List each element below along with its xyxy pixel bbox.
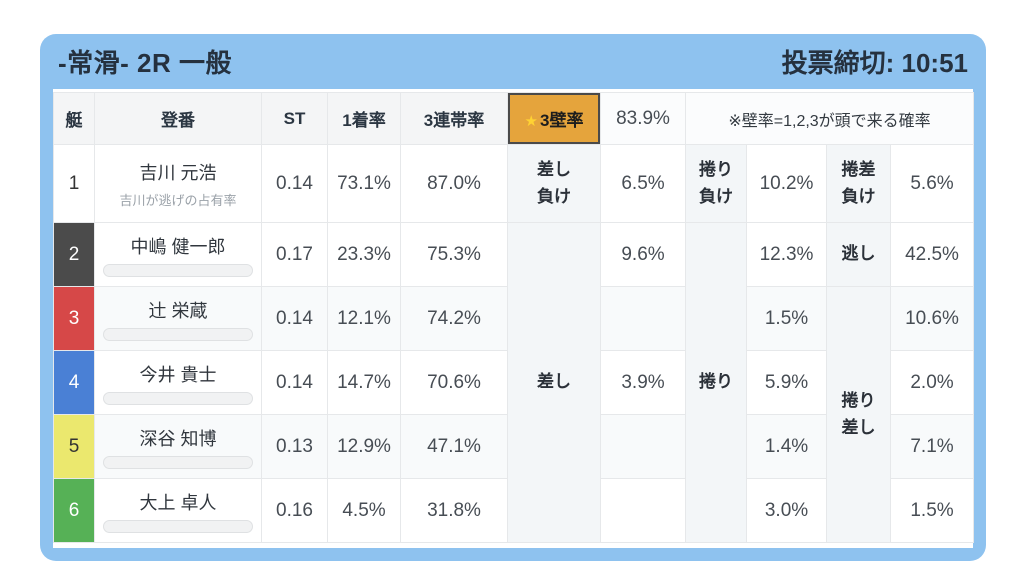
kimarite-value-b: 12.3%: [746, 222, 827, 287]
racer-row: 3 辻 栄蔵 0.14 12.1% 74.2% 1.5% 捲り 差し: [53, 286, 975, 543]
wall-rate-note: ※壁率=1,2,3が頭で来る確率: [684, 92, 975, 145]
st-cell: 0.14: [261, 286, 328, 351]
racer-name: 辻 栄蔵: [148, 300, 208, 321]
race-table: 艇 登番 ST 1着率 3連帯率 ★ 3壁率 83.9% ※壁率=1,2,3が頭で…: [53, 92, 975, 543]
st-cell: 0.14: [261, 144, 328, 223]
st-cell: 0.13: [261, 414, 328, 479]
racer-name: 深谷 知博: [139, 428, 217, 449]
kimarite-value-c: 1.5%: [889, 478, 975, 543]
racer-row: 6 大上 卓人 0.16 4.5% 31.8% 3.0% 1.5%: [53, 478, 975, 543]
boat-number-cell: 4: [53, 350, 95, 415]
kimarite-value-c: 5.6%: [889, 144, 975, 223]
top3-cell: 47.1%: [400, 414, 508, 479]
racer-row: 2 中嶋 健一郎 0.17 23.3% 75.3% 差し 9.6% 捲り: [53, 222, 975, 543]
col-header-st: ST: [261, 92, 328, 145]
racer-name-cell: 大上 卓人: [94, 478, 262, 543]
rate-bar-track: [103, 263, 253, 277]
kimarite-value-a: [600, 286, 686, 351]
col-header-win1: 1着率: [327, 92, 401, 145]
kimarite-value-b: 10.2%: [746, 144, 827, 223]
st-cell: 0.16: [261, 478, 328, 543]
wall-rate-button[interactable]: ★ 3壁率: [507, 92, 601, 145]
kimarite-value-a: [600, 414, 686, 479]
kimarite-value-c: 2.0%: [889, 350, 975, 415]
racer-row: 1 吉川 元浩 吉川が逃げの占有率 0.14 73.1% 87.0% 差し 負け…: [53, 144, 975, 223]
vote-deadline: 投票締切: 10:51: [781, 48, 968, 78]
rate-bar-track: [103, 391, 253, 405]
col-header-boat: 艇: [53, 92, 95, 145]
rate-bar-track: [103, 519, 253, 533]
racer-name: 今井 貴士: [139, 364, 217, 385]
kimarite-value-c: 10.6%: [889, 286, 975, 351]
racer-row: 5 深谷 知博 0.13 12.9% 47.1% 1.4% 7.1%: [53, 414, 975, 479]
top3-cell: 75.3%: [400, 222, 508, 287]
racer-name: 大上 卓人: [139, 492, 217, 513]
win1-cell: 23.3%: [327, 222, 401, 287]
kimarite-label-b-merged: 捲り: [685, 222, 747, 543]
wall-rate-label: 3壁率: [539, 111, 584, 130]
racer-row: 4 今井 貴士 0.14 14.7% 70.6% 3.9% 5.9% 2.0%: [53, 350, 975, 415]
win1-cell: 73.1%: [327, 144, 401, 223]
star-icon: ★: [524, 113, 538, 130]
win1-cell: 14.7%: [327, 350, 401, 415]
st-cell: 0.17: [261, 222, 328, 287]
col-header-top3: 3連帯率: [400, 92, 508, 145]
kimarite-value-b: 1.5%: [746, 286, 827, 351]
top3-cell: 87.0%: [400, 144, 508, 223]
table-panel: 艇 登番 ST 1着率 3連帯率 ★ 3壁率 83.9% ※壁率=1,2,3が頭で…: [53, 89, 975, 548]
wall-rate-value: 83.9%: [600, 92, 686, 145]
racer-name-cell: 辻 栄蔵: [94, 286, 262, 351]
racer-name: 吉川 元浩: [139, 162, 217, 183]
win1-cell: 4.5%: [327, 478, 401, 543]
rate-bar-track: [103, 327, 253, 341]
race-card: -常滑- 2R 一般 投票締切: 10:51 艇 登番 ST 1着率: [40, 34, 986, 561]
kimarite-label-c-merged: 捲り 差し: [826, 286, 891, 543]
boat-number-cell: 1: [53, 144, 95, 223]
kimarite-label-c: 逃し: [826, 222, 891, 287]
race-title: -常滑- 2R 一般: [58, 48, 233, 78]
kimarite-label-a: 差し 負け: [507, 144, 601, 223]
st-cell: 0.14: [261, 350, 328, 415]
kimarite-value-b: 3.0%: [746, 478, 827, 543]
kimarite-value-b: 1.4%: [746, 414, 827, 479]
top3-cell: 74.2%: [400, 286, 508, 351]
racer-name-cell: 中嶋 健一郎: [94, 222, 262, 287]
kimarite-label-c: 捲差 負け: [826, 144, 891, 223]
racer-subtitle: 吉川が逃げの占有率: [119, 192, 237, 208]
win1-cell: 12.9%: [327, 414, 401, 479]
boat-number-cell: 5: [53, 414, 95, 479]
col-header-name: 登番: [94, 92, 262, 145]
kimarite-value-a: 9.6%: [600, 222, 686, 287]
win1-cell: 12.1%: [327, 286, 401, 351]
kimarite-value-a: 6.5%: [600, 144, 686, 223]
kimarite-value-a: 3.9%: [600, 350, 686, 415]
kimarite-label-a-merged: 差し: [507, 222, 601, 543]
top3-cell: 70.6%: [400, 350, 508, 415]
kimarite-value-b: 5.9%: [746, 350, 827, 415]
header-row: 艇 登番 ST 1着率 3連帯率 ★ 3壁率 83.9% ※壁率=1,2,3が頭で…: [53, 92, 975, 145]
racer-name: 中嶋 健一郎: [130, 236, 226, 257]
kimarite-value-a: [600, 478, 686, 543]
boat-number-cell: 2: [53, 222, 95, 287]
kimarite-value-c: 7.1%: [889, 414, 975, 479]
racer-name-cell: 吉川 元浩 吉川が逃げの占有率: [94, 144, 262, 223]
racer-name-cell: 今井 貴士: [94, 350, 262, 415]
top3-cell: 31.8%: [400, 478, 508, 543]
kimarite-label-b: 捲り 負け: [685, 144, 747, 223]
boat-number-cell: 6: [53, 478, 95, 543]
boat-number-cell: 3: [53, 286, 95, 351]
card-header: -常滑- 2R 一般 投票締切: 10:51: [40, 34, 986, 89]
rate-bar-track: [103, 455, 253, 469]
kimarite-value-c: 42.5%: [889, 222, 975, 287]
racer-name-cell: 深谷 知博: [94, 414, 262, 479]
